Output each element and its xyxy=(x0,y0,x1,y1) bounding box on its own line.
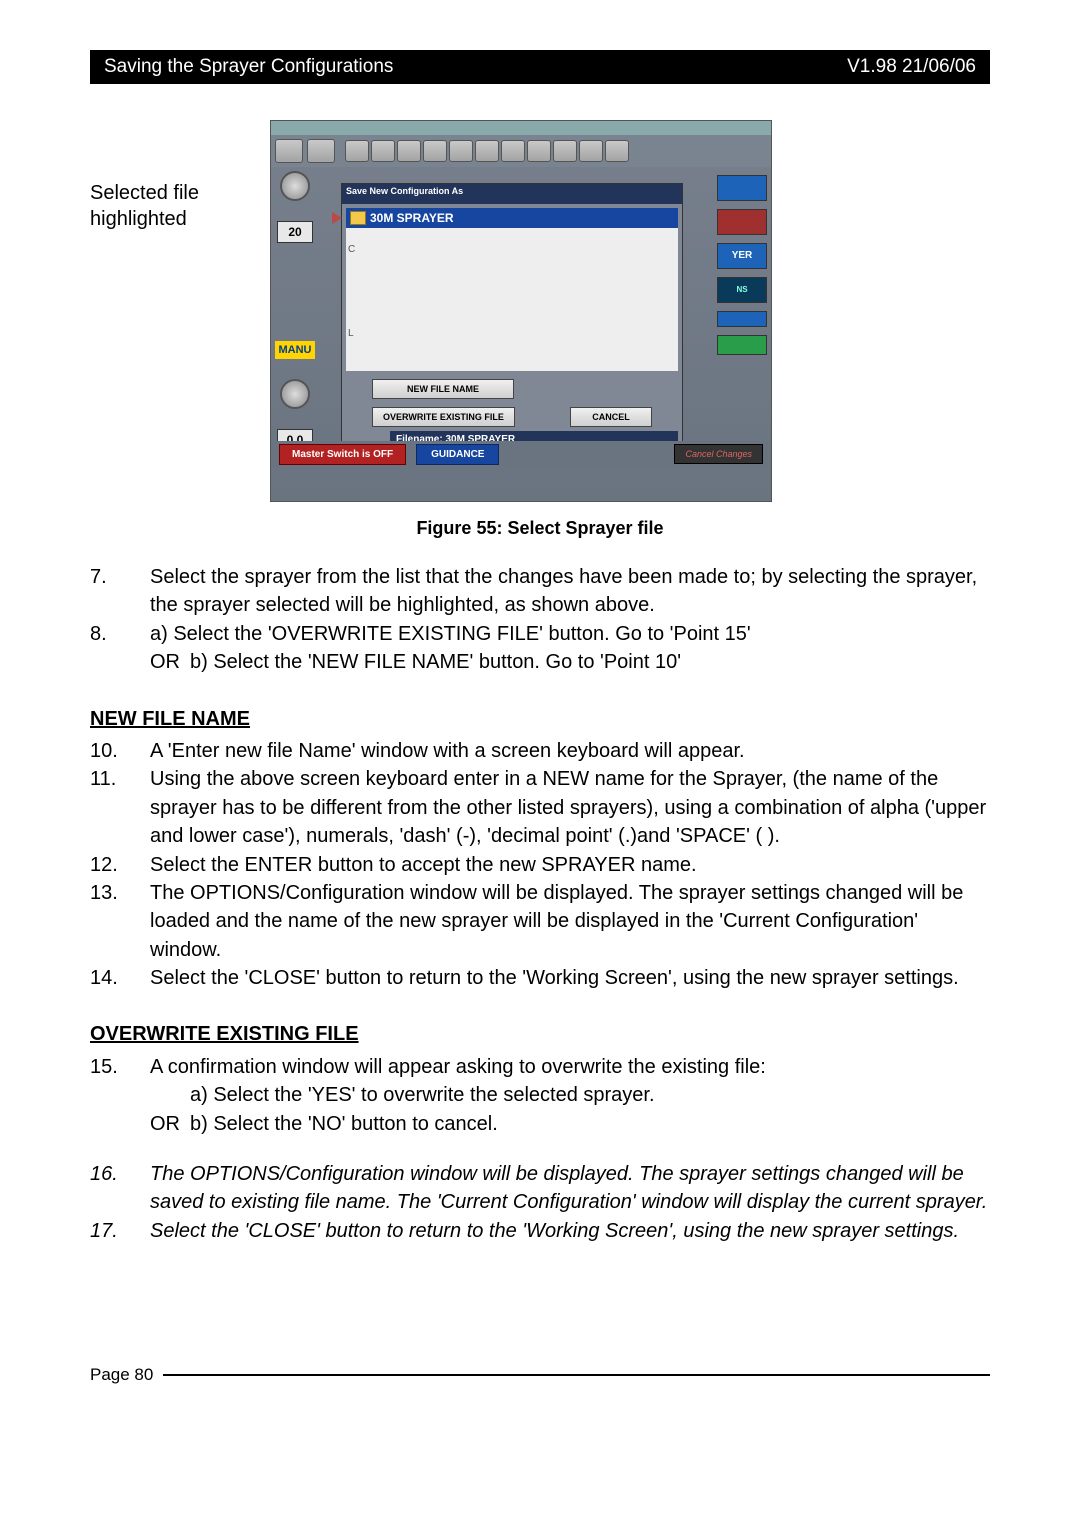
right-strip: YER NS xyxy=(717,175,767,355)
header-left: Saving the Sprayer Configurations xyxy=(104,56,393,78)
section-title-overwrite: OVERWRITE EXISTING FILE xyxy=(90,1020,990,1048)
right-box[interactable] xyxy=(717,209,767,235)
letter-c: C xyxy=(348,244,355,255)
or-label: OR xyxy=(150,648,190,676)
step-text: Select the 'CLOSE' button to return to t… xyxy=(150,1217,990,1245)
cancel-changes-button[interactable]: Cancel Changes xyxy=(674,444,763,464)
step-text: b) Select the 'NEW FILE NAME' button. Go… xyxy=(190,648,990,676)
header-right: V1.98 21/06/06 xyxy=(847,56,976,78)
section-title-new-file: NEW FILE NAME xyxy=(90,705,990,733)
step-number: 14. xyxy=(90,964,150,992)
step-text: A 'Enter new file Name' window with a sc… xyxy=(150,737,990,765)
step-number: 17. xyxy=(90,1217,150,1245)
step-text: Select the ENTER button to accept the ne… xyxy=(150,851,990,879)
callout-arrow-icon xyxy=(332,212,342,224)
step-number: 13. xyxy=(90,879,150,964)
toolbar-button[interactable] xyxy=(307,139,335,163)
selected-file-row[interactable]: 30M SPRAYER xyxy=(346,208,678,228)
right-yer[interactable]: YER xyxy=(717,243,767,269)
toolbar-button[interactable] xyxy=(579,140,603,162)
right-box[interactable] xyxy=(717,311,767,327)
letter-l: L xyxy=(348,328,354,339)
footer-rule xyxy=(163,1374,990,1376)
dialog-title: Save New Configuration As xyxy=(342,184,682,204)
screenshot-titlebar xyxy=(271,121,771,135)
toolbar-button[interactable] xyxy=(605,140,629,162)
right-box[interactable] xyxy=(717,175,767,201)
bottom-bar: Master Switch is OFF GUIDANCE Cancel Cha… xyxy=(271,441,771,467)
step-number: 11. xyxy=(90,765,150,850)
embedded-screenshot: 20 MANU 0.0 Save New Configuration As 30… xyxy=(270,120,772,502)
toolbar-button[interactable] xyxy=(371,140,395,162)
callout-text: Selected file highlighted xyxy=(90,120,250,232)
left-number-top: 20 xyxy=(277,221,313,243)
cancel-button[interactable]: CANCEL xyxy=(570,407,652,427)
right-box[interactable] xyxy=(717,335,767,355)
header-bar: Saving the Sprayer Configurations V1.98 … xyxy=(90,50,990,84)
step-number: 15. xyxy=(90,1053,150,1081)
right-ns[interactable]: NS xyxy=(717,277,767,303)
step-number: 8. xyxy=(90,620,150,648)
file-list[interactable]: 30M SPRAYER C L xyxy=(346,208,678,371)
or-label: OR xyxy=(150,1110,190,1138)
figure-caption: Figure 55: Select Sprayer file xyxy=(90,518,990,539)
new-file-name-button[interactable]: NEW FILE NAME xyxy=(372,379,514,399)
page-number: Page 80 xyxy=(90,1365,153,1385)
step-text: a) Select the 'YES' to overwrite the sel… xyxy=(190,1081,990,1109)
toolbar-button[interactable] xyxy=(527,140,551,162)
folder-icon xyxy=(350,211,366,225)
callout-line2: highlighted xyxy=(90,208,187,230)
screenshot-toolbar xyxy=(271,135,771,167)
toolbar-button[interactable] xyxy=(501,140,525,162)
left-strip: 20 MANU 0.0 xyxy=(275,171,315,451)
gauge-icon xyxy=(280,171,310,201)
step-number: 12. xyxy=(90,851,150,879)
step-text: Select the sprayer from the list that th… xyxy=(150,563,990,620)
selected-file-label: 30M SPRAYER xyxy=(370,211,454,225)
callout-line1: Selected file xyxy=(90,182,199,204)
step-text: A confirmation window will appear asking… xyxy=(150,1053,990,1081)
step-text: Using the above screen keyboard enter in… xyxy=(150,765,990,850)
step-text: Select the 'CLOSE' button to return to t… xyxy=(150,964,990,992)
step-text: The OPTIONS/Configuration window will be… xyxy=(150,879,990,964)
step-text: b) Select the 'NO' button to cancel. xyxy=(190,1110,990,1138)
toolbar-button[interactable] xyxy=(553,140,577,162)
guidance-button[interactable]: GUIDANCE xyxy=(416,444,499,465)
step-number: 10. xyxy=(90,737,150,765)
toolbar-button[interactable] xyxy=(475,140,499,162)
toolbar-button[interactable] xyxy=(397,140,421,162)
toolbar-button[interactable] xyxy=(275,139,303,163)
page-footer: Page 80 xyxy=(90,1365,990,1385)
step-text: a) Select the 'OVERWRITE EXISTING FILE' … xyxy=(150,620,990,648)
step-number: 7. xyxy=(90,563,150,620)
step-number: 16. xyxy=(90,1160,150,1217)
toolbar-button[interactable] xyxy=(345,140,369,162)
save-dialog: Save New Configuration As 30M SPRAYER C … xyxy=(341,183,683,451)
step-text: The OPTIONS/Configuration window will be… xyxy=(150,1160,990,1217)
gauge-icon xyxy=(280,379,310,409)
toolbar-button[interactable] xyxy=(423,140,447,162)
toolbar-button[interactable] xyxy=(449,140,473,162)
manu-label: MANU xyxy=(275,341,315,359)
master-switch-status: Master Switch is OFF xyxy=(279,444,406,465)
overwrite-existing-file-button[interactable]: OVERWRITE EXISTING FILE xyxy=(372,407,515,427)
